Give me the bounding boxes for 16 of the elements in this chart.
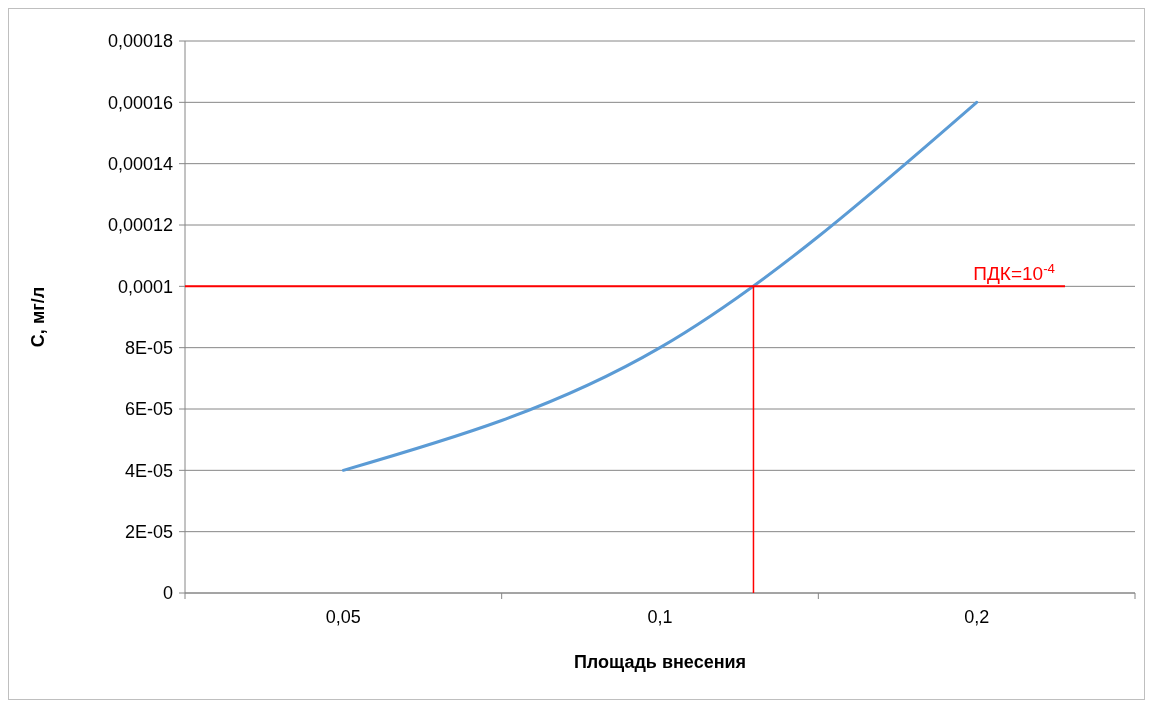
x-tick-label: 0,2 [964, 607, 990, 627]
y-tick-label: 0,00014 [107, 153, 173, 174]
y-tick-label: 2E-05 [124, 521, 173, 542]
y-tick-label: 0,00012 [107, 215, 173, 236]
y-tick-label: 0 [162, 583, 173, 604]
y-tick-label: 0,0001 [117, 276, 173, 297]
x-tick-label: 0,1 [647, 607, 673, 627]
y-tick-label: 8E-05 [124, 337, 173, 358]
x-axis-title: Площадь внесения [573, 652, 747, 672]
y-tick-label: 6E-05 [124, 399, 173, 420]
y-axis-title: C, мг/л [28, 286, 48, 348]
x-tick-label: 0,05 [325, 607, 361, 627]
y-tick-label: 0,00016 [107, 92, 173, 113]
y-tick-label: 4E-05 [124, 460, 173, 481]
annotation: ПДК=10$^{-4}$ [973, 260, 1055, 285]
y-tick-label: 0,00018 [107, 31, 173, 52]
